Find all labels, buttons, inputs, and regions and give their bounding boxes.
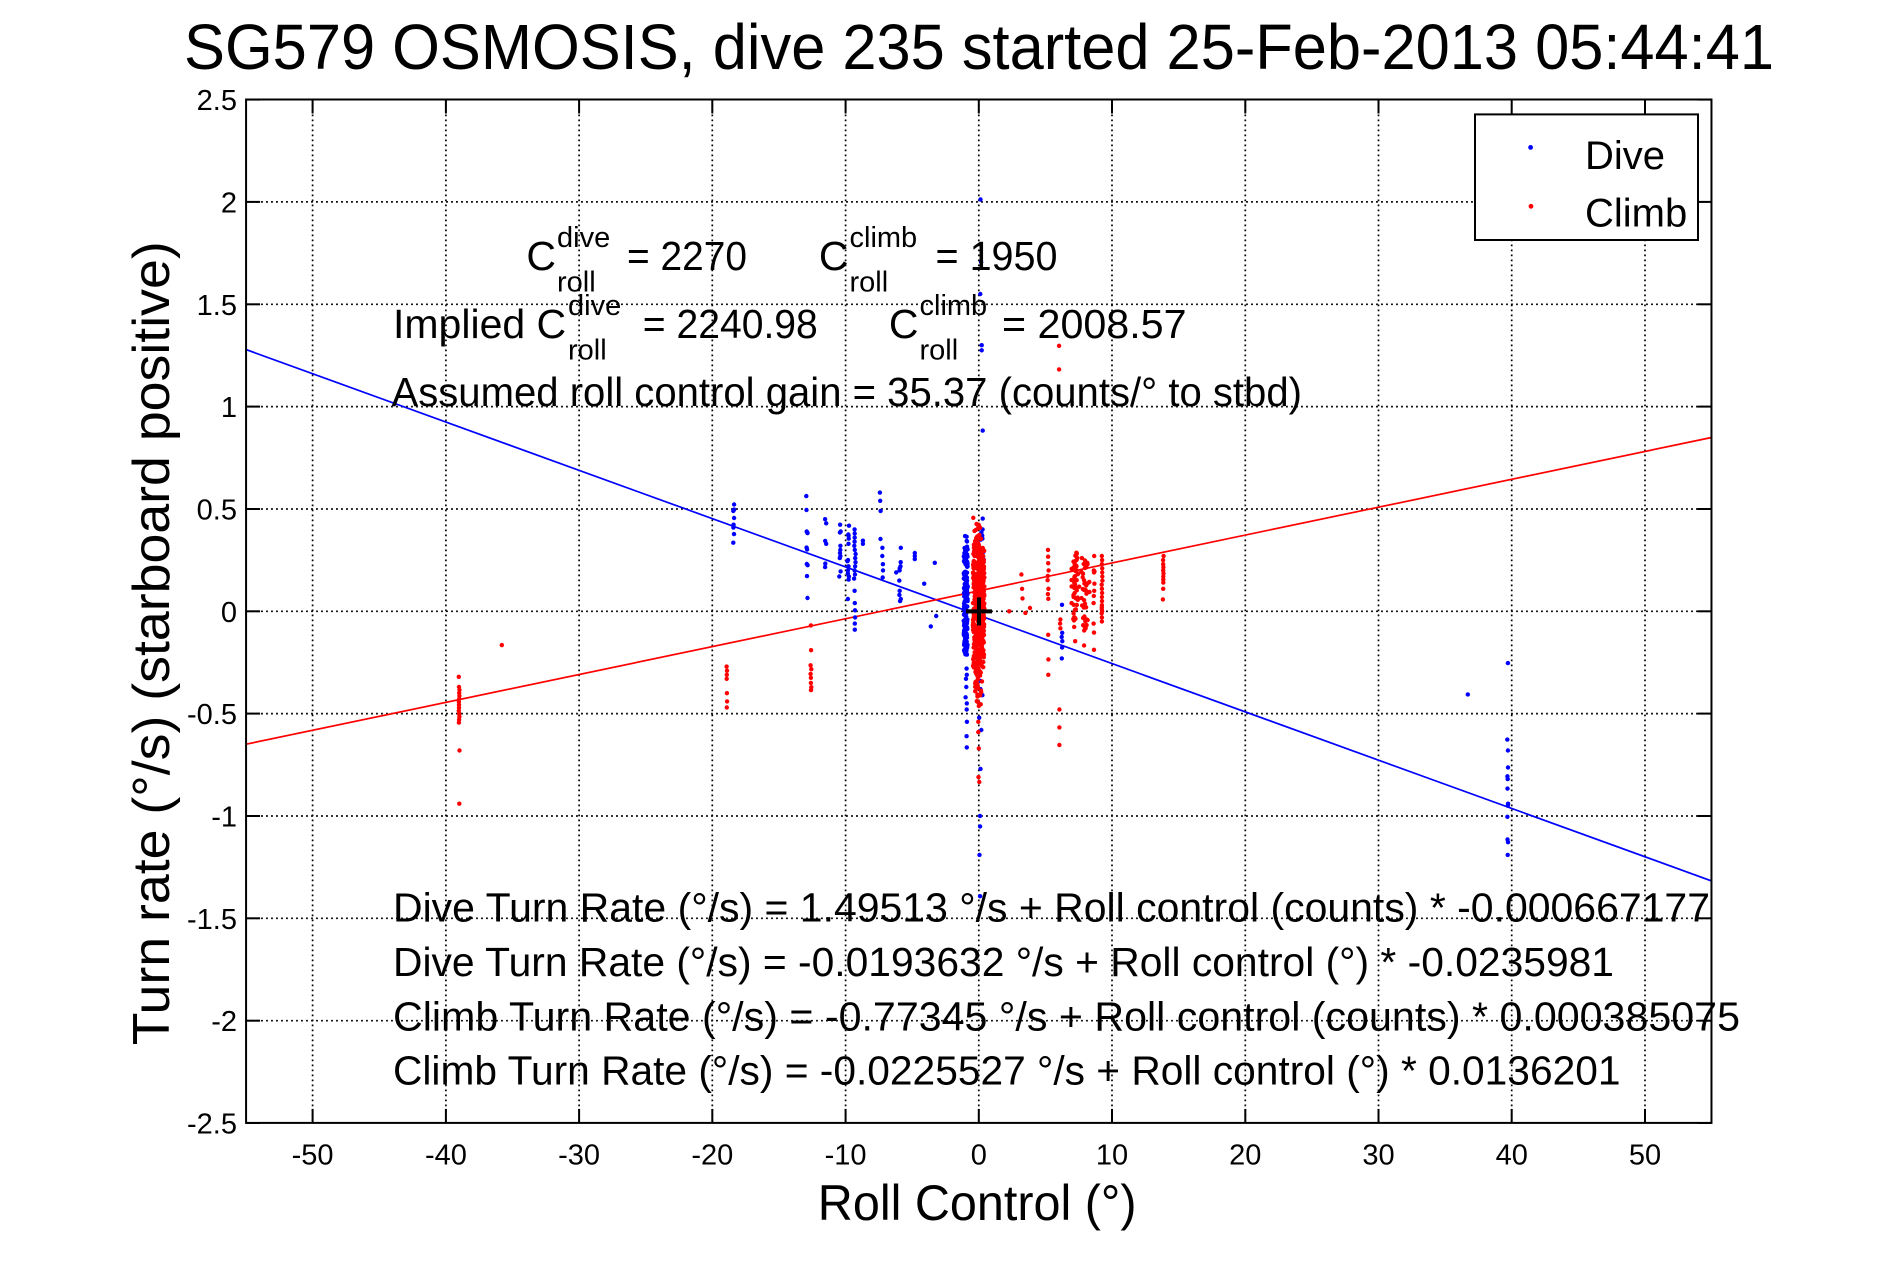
svg-text:= 1950: = 1950	[936, 233, 1058, 279]
svg-text:10: 10	[1096, 1140, 1128, 1172]
svg-text:roll: roll	[568, 335, 607, 367]
svg-text:20: 20	[1229, 1140, 1261, 1172]
svg-text:2: 2	[221, 187, 237, 219]
svg-text:0: 0	[971, 1140, 987, 1172]
svg-text:dive: dive	[568, 290, 621, 322]
svg-text:-2.5: -2.5	[187, 1109, 237, 1141]
svg-text:0: 0	[221, 597, 237, 629]
svg-text:1: 1	[221, 392, 237, 424]
svg-text:Assumed roll control gain = 35: Assumed roll control gain = 35.37 (count…	[392, 369, 1303, 415]
svg-text:= 2240.98: = 2240.98	[643, 301, 818, 347]
svg-text:-30: -30	[558, 1140, 600, 1172]
svg-text:-20: -20	[691, 1140, 733, 1172]
svg-text:climb: climb	[920, 290, 988, 322]
svg-text:1.5: 1.5	[197, 290, 237, 322]
svg-text:= 2270: = 2270	[627, 233, 747, 279]
svg-text:30: 30	[1362, 1140, 1394, 1172]
svg-text:-10: -10	[825, 1140, 867, 1172]
svg-text:Implied C: Implied C	[393, 301, 566, 347]
svg-text:Climb: Climb	[1585, 192, 1687, 236]
svg-text:= 2008.57: = 2008.57	[1002, 301, 1187, 347]
svg-text:2.5: 2.5	[197, 85, 237, 117]
svg-text:-1: -1	[211, 802, 237, 834]
svg-text:Roll Control (°): Roll Control (°)	[818, 1175, 1137, 1231]
svg-text:climb: climb	[850, 222, 918, 254]
svg-text:roll: roll	[557, 267, 596, 299]
svg-text:0.5: 0.5	[197, 495, 237, 527]
svg-text:-50: -50	[292, 1140, 334, 1172]
svg-text:-2: -2	[211, 1006, 237, 1038]
svg-text:Dive Turn Rate (°/s) = 1.49513: Dive Turn Rate (°/s) = 1.49513 °/s + Rol…	[393, 885, 1710, 931]
svg-text:Turn rate (°/s) (starboard pos: Turn rate (°/s) (starboard positive)	[123, 241, 181, 1045]
svg-text:Climb Turn Rate (°/s) = -0.773: Climb Turn Rate (°/s) = -0.77345 °/s + R…	[393, 993, 1740, 1039]
svg-text:Dive Turn Rate (°/s) = -0.0193: Dive Turn Rate (°/s) = -0.0193632 °/s + …	[393, 939, 1614, 985]
svg-text:-1.5: -1.5	[187, 904, 237, 936]
svg-text:C: C	[526, 233, 556, 279]
svg-text:Dive: Dive	[1585, 134, 1665, 178]
svg-text:-40: -40	[425, 1140, 467, 1172]
svg-text:C: C	[889, 301, 919, 347]
svg-text:40: 40	[1496, 1140, 1528, 1172]
svg-text:C: C	[819, 233, 849, 279]
svg-text:SG579 OSMOSIS, dive 235 starte: SG579 OSMOSIS, dive 235 started 25-Feb-2…	[184, 11, 1774, 83]
svg-text:roll: roll	[850, 267, 889, 299]
svg-text:Climb Turn Rate (°/s) = -0.022: Climb Turn Rate (°/s) = -0.0225527 °/s +…	[393, 1048, 1621, 1094]
svg-text:50: 50	[1629, 1140, 1661, 1172]
svg-text:dive: dive	[557, 222, 610, 254]
svg-text:-0.5: -0.5	[187, 699, 237, 731]
svg-text:roll: roll	[920, 335, 959, 367]
